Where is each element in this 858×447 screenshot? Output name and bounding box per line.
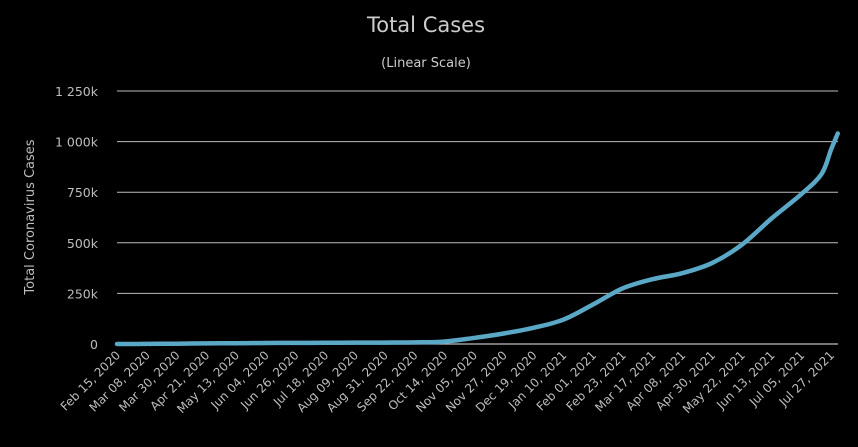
y-tick-label: 0 [90, 337, 98, 352]
y-axis-tick-labels: 0 250k 500k 750k 1 000k 1 250k [55, 84, 99, 352]
y-axis-title: Total Coronavirus Cases [23, 139, 38, 295]
y-tick-label: 250k [67, 286, 99, 301]
y-tick-label: 500k [67, 236, 99, 251]
chart-subtitle: (Linear Scale) [381, 56, 471, 71]
gridlines [117, 90, 838, 345]
y-tick-label: 750k [67, 185, 99, 200]
series-line-total-cases [114, 131, 841, 347]
y-tick-label: 1 250k [55, 84, 99, 99]
series-layer [114, 131, 841, 347]
y-tick-label: 1 000k [55, 135, 99, 150]
chart-title: Total Cases [366, 13, 485, 37]
